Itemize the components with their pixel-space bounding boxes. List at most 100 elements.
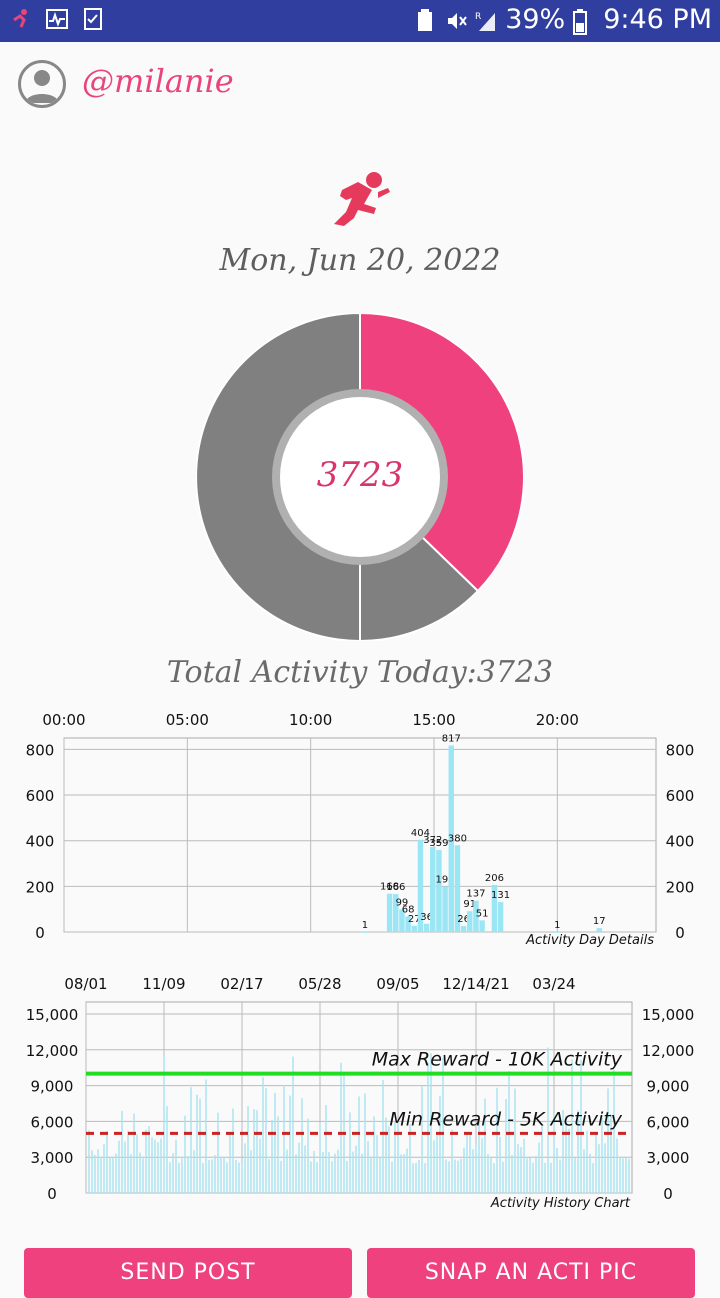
x-tick-label: 00:00 (42, 711, 85, 729)
x-tick-label: 03/24 (532, 975, 575, 993)
send-post-button[interactable]: SEND POST (24, 1248, 352, 1298)
y-tick-label-right: 12,000 (642, 1042, 695, 1060)
mute-icon (445, 9, 467, 31)
donut-center (280, 397, 440, 557)
y-tick-label-left: 800 (26, 741, 55, 759)
runner-icon (334, 172, 390, 226)
bar-value-label: 372 (423, 835, 442, 846)
bar (405, 916, 411, 932)
battery-icon (573, 8, 595, 35)
bar-value-label: 36 (420, 912, 433, 923)
avatar[interactable] (18, 60, 66, 108)
bar (362, 931, 368, 933)
bar (448, 745, 454, 932)
snap-pic-button[interactable]: SNAP AN ACTI PIC (367, 1248, 695, 1298)
status-bar: R 39% 9:46 PM (0, 0, 720, 42)
bar-value-label: 168 (380, 882, 399, 893)
x-tick-label: 05/28 (298, 975, 341, 993)
bar-value-label: 91 (463, 899, 476, 910)
y-tick-label-left: 15,000 (26, 1006, 79, 1024)
checklist-icon (82, 8, 104, 30)
app-notification-icon (10, 8, 32, 30)
x-tick-label: 02/17 (220, 975, 263, 993)
x-tick-label: 20:00 (536, 711, 579, 729)
activity-monitor-icon (46, 8, 68, 30)
reward-threshold-label: Max Reward - 10K Activity (372, 1049, 623, 1071)
bar-value-label: 166 (386, 882, 405, 893)
bar (393, 894, 399, 932)
bar (430, 847, 436, 932)
bar-value-label: 359 (429, 838, 448, 849)
svg-text:R: R (475, 12, 481, 22)
bar-value-label: 1 (554, 920, 560, 931)
bar (460, 926, 467, 932)
y-tick-label-right: 400 (666, 833, 695, 851)
x-tick-label: 09/05 (376, 975, 419, 993)
y-tick-label-left: 12,000 (26, 1042, 79, 1060)
bar-value-label: 68 (402, 904, 415, 915)
y-tick-label-right: 200 (666, 878, 695, 896)
bar-value-label: 99 (396, 897, 409, 908)
y-tick-label-right: 6,000 (647, 1113, 690, 1131)
y-tick-label-left: 200 (26, 878, 55, 896)
x-tick-label: 08/01 (64, 975, 107, 993)
date-label: Mon, Jun 20, 2022 (219, 243, 501, 278)
bar (417, 839, 424, 932)
bar (473, 900, 479, 932)
clock: 9:46 PM (603, 4, 712, 35)
bar-value-label: 131 (491, 890, 510, 901)
x-tick-label: 10:00 (289, 711, 332, 729)
bar (411, 925, 417, 932)
bar (491, 884, 498, 932)
bar-value-label: 1 (362, 920, 368, 931)
y-tick-label-right: 9,000 (647, 1078, 690, 1096)
profile-header: @milanie (0, 42, 720, 132)
y-tick-label-left: 0 (47, 1185, 57, 1203)
bar-value-label: 17 (593, 916, 606, 927)
bar (386, 893, 393, 932)
y-tick-label-left: 9,000 (31, 1078, 74, 1096)
bar-value-label: 27 (408, 914, 421, 925)
bar (442, 886, 448, 932)
activity-donut-chart (196, 313, 524, 641)
bar-value-label: 380 (448, 833, 467, 844)
x-tick-label: 12/14/21 (442, 975, 509, 993)
plot-frame (63, 737, 657, 933)
total-activity-label: Total Activity Today:3723 (166, 655, 554, 690)
chart-label: Activity History Chart (490, 1196, 631, 1211)
x-tick-label: 15:00 (412, 711, 455, 729)
y-tick-label-left: 600 (26, 787, 55, 805)
y-tick-label-right: 0 (663, 1185, 673, 1203)
donut-center-value: 3723 (316, 455, 404, 495)
bar (479, 920, 485, 932)
y-tick-label-right: 15,000 (642, 1006, 695, 1024)
user-silhouette-icon (25, 70, 59, 103)
y-tick-label-right: 3,000 (647, 1149, 690, 1167)
y-tick-label-right: 800 (666, 741, 695, 759)
y-tick-label-right: 600 (666, 787, 695, 805)
bar (467, 911, 473, 932)
y-tick-label-left: 6,000 (31, 1113, 74, 1131)
chart-label: Activity Day Details (525, 933, 654, 948)
bar-value-label: 206 (485, 873, 504, 884)
bar (596, 928, 602, 932)
bar (423, 923, 430, 932)
recycle-icon (415, 8, 437, 31)
bar-value-label: 404 (411, 828, 430, 839)
bar (497, 902, 504, 932)
bar-value-label: 817 (442, 734, 461, 745)
bar (554, 931, 561, 933)
x-tick-label: 11/09 (142, 975, 185, 993)
bar-value-label: 137 (466, 889, 485, 900)
bar-value-label: 26 (457, 914, 470, 925)
y-tick-label-left: 3,000 (31, 1149, 74, 1167)
username[interactable]: @milanie (82, 62, 234, 100)
battery-percent: 39% (505, 4, 566, 35)
bar-value-label: 51 (476, 908, 489, 919)
reward-threshold-label: Min Reward - 5K Activity (389, 1108, 622, 1130)
x-tick-label: 05:00 (166, 711, 209, 729)
signal-icon: R (475, 9, 497, 31)
y-tick-label-right: 0 (675, 924, 685, 942)
bar (436, 850, 442, 932)
bar (399, 909, 405, 932)
